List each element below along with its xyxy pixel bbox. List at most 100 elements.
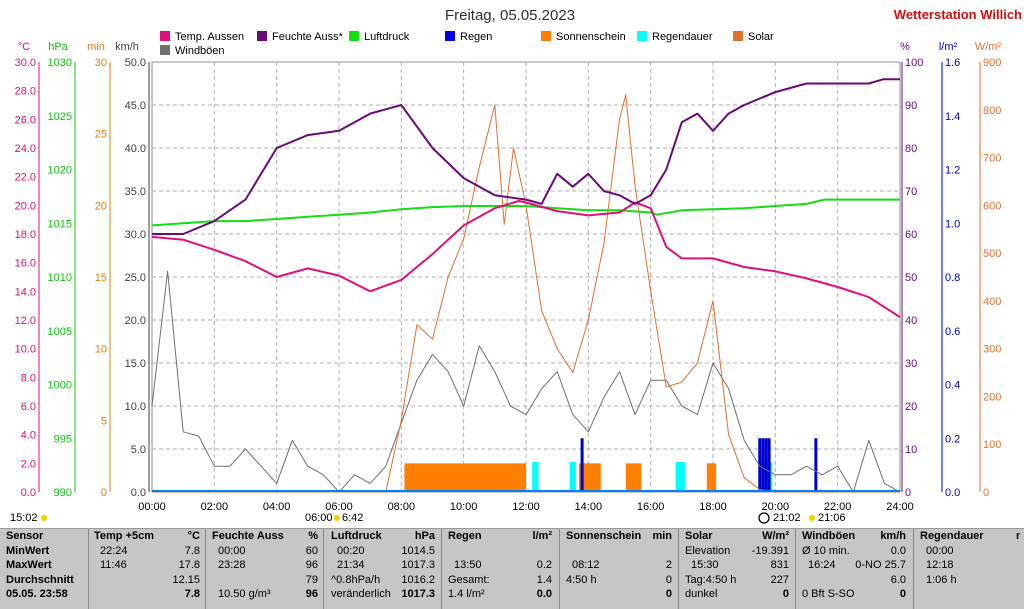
temp-tick-label: 24.0: [15, 143, 36, 155]
cell-value: 0: [899, 588, 906, 601]
sunshine-tick-label: 0: [101, 487, 107, 499]
cell-time: 00:20: [337, 544, 365, 557]
cell-time: 21:34: [337, 559, 365, 572]
cell-time: 22:24: [100, 544, 128, 557]
cell-value: 831: [770, 559, 789, 572]
col-header: Solar: [685, 530, 713, 542]
humidity-tick-label: 30: [905, 358, 917, 370]
temp-tick-label: 0.0: [21, 487, 36, 499]
cell-time: 00:00: [926, 544, 954, 557]
pressure-axis-unit: hPa: [48, 41, 68, 53]
series-windben: [151, 270, 901, 493]
legend-swatch: [445, 31, 455, 41]
humidity-tick-label: 0: [905, 487, 911, 499]
cell-time: 10.50 g/m³: [218, 588, 271, 601]
sunshine-bar: [404, 463, 526, 492]
rain-duration-bar: [532, 462, 539, 492]
humidity-axis-unit: %: [900, 41, 910, 53]
cell-value: 7.8: [184, 588, 200, 601]
wind-tick-label: 40.0: [125, 143, 146, 155]
wind-tick-label: 50.0: [125, 57, 146, 69]
legend-label: Sonnenschein: [556, 31, 626, 43]
cell-time: 11:46: [100, 559, 127, 572]
marker-bottom-left: 15:02: [10, 512, 38, 524]
grid: [151, 61, 901, 493]
col-sunshine: Sonnenschein min 08:12 2 4:50 h 0 0: [566, 529, 672, 609]
wind-tick-label: 10.0: [125, 401, 146, 413]
humidity-tick-label: 90: [905, 100, 917, 112]
col-unit: hPa: [414, 530, 435, 542]
bar-layer: [404, 438, 818, 492]
cell-value: 1.4: [536, 573, 552, 586]
wind-tick-label: 35.0: [125, 186, 146, 198]
cell-value: 0: [665, 573, 672, 586]
cell-value: 7.8: [184, 544, 200, 557]
wind-tick-label: 15.0: [125, 358, 146, 370]
cell-value: 96: [305, 559, 318, 572]
cell-value: 0: [782, 588, 789, 601]
rain-tick-label: 0.0: [945, 487, 960, 499]
rain-bar: [764, 438, 768, 492]
humidity-tick-label: 10: [905, 444, 917, 456]
x-tick-label: 06:00: [325, 501, 353, 513]
solar-tick-label: 800: [983, 105, 1001, 117]
cell-time: 1:06 h: [926, 573, 957, 586]
col-pressure: Luftdruck hPa 00:20 1014.5 21:34 1017.3 ^0.…: [331, 529, 435, 609]
legend-swatch: [257, 31, 267, 41]
series-tempaussen: [151, 200, 901, 318]
solar-tick-label: 0: [983, 487, 989, 499]
series-luftdruck: [151, 198, 900, 227]
x-tick-label: 16:00: [637, 501, 665, 513]
col-rain: Regen l/m² 13:50 0.2 Gesamt: 1.4 1.4 l/m² 0.…: [448, 529, 552, 609]
temp-tick-label: 4.0: [21, 430, 36, 442]
legend-label: Regendauer: [652, 31, 713, 43]
legend-label: Luftdruck: [364, 31, 410, 43]
cell-time: ^0.8hPa/h: [331, 573, 381, 586]
rain-tick-label: 1.0: [945, 218, 960, 230]
solar-tick-label: 900: [983, 57, 1001, 69]
cell-time: 12:18: [926, 559, 954, 572]
row-label: MinWert: [6, 544, 50, 557]
x-tick-label: 12:00: [512, 501, 540, 513]
humidity-tick-label: 70: [905, 186, 917, 198]
sun-icon: [41, 515, 47, 521]
cell-value: 0.0: [536, 588, 552, 601]
rain-tick-label: 0.8: [945, 272, 960, 284]
pressure-tick-label: 1025: [48, 111, 72, 123]
cell-value: 17.8: [178, 559, 200, 572]
rain-tick-label: 0.4: [945, 380, 960, 392]
col-unit: %: [308, 530, 318, 542]
solar-tick-label: 500: [983, 248, 1001, 260]
sun-icon: [809, 515, 815, 521]
solar-tick-label: 600: [983, 200, 1001, 212]
pressure-tick-label: 990: [54, 487, 72, 499]
cell-time: 4:50 h: [566, 573, 597, 586]
temp-tick-label: 12.0: [15, 315, 36, 327]
wind-tick-label: 25.0: [125, 272, 146, 284]
wind-tick-label: 5.0: [131, 444, 146, 456]
x-tick-label: 20:00: [762, 501, 790, 513]
row-label: Durchschnitt: [6, 573, 74, 586]
sunshine-tick-label: 5: [101, 415, 107, 427]
cell-value: 1014.5: [401, 544, 435, 557]
col-header: Regendauer: [920, 530, 984, 542]
cell-value: 0-NO 25.7: [855, 559, 906, 572]
cell-value: 96: [305, 588, 318, 601]
marker-moonset: 21:02: [773, 512, 801, 524]
row-label: 05.05. 23:58: [6, 588, 68, 601]
cell-value: 79: [305, 573, 318, 586]
sunshine-tick-label: 15: [95, 272, 107, 284]
solar-tick-label: 200: [983, 391, 1001, 403]
stats-panel: Sensor MinWert MaxWert Durchschnitt 05.0…: [0, 528, 1024, 609]
cell-time: dunkel: [685, 588, 718, 601]
col-header: Regen: [448, 530, 482, 542]
rain-bar: [761, 438, 765, 492]
legend-label: Temp. Aussen: [175, 31, 244, 43]
temp-tick-label: 10.0: [15, 344, 36, 356]
pressure-tick-label: 1000: [48, 380, 72, 392]
humidity-tick-label: 60: [905, 229, 917, 241]
marker-sunrise: 06:00: [305, 512, 333, 524]
cell-value: 1017.3: [401, 559, 435, 572]
rain-bar: [758, 438, 762, 492]
weather-chart: 00:00 02:00 04:00 06:00 08:00 10:00 12:00 14:00…: [10, 7, 1022, 524]
